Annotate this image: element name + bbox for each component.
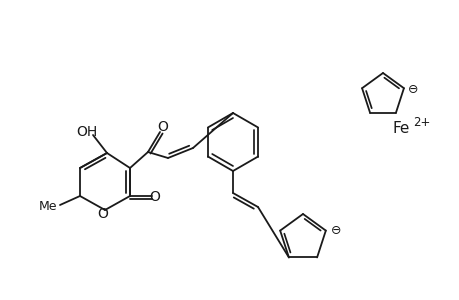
Text: OH: OH bbox=[76, 125, 97, 139]
Text: ⊖: ⊖ bbox=[330, 224, 341, 236]
Text: ⊖: ⊖ bbox=[407, 82, 417, 95]
Text: Fe: Fe bbox=[392, 121, 409, 136]
Text: Me: Me bbox=[39, 200, 57, 214]
Text: O: O bbox=[149, 190, 160, 204]
Text: O: O bbox=[97, 207, 108, 221]
Text: O: O bbox=[157, 120, 168, 134]
Text: 2+: 2+ bbox=[412, 116, 430, 128]
